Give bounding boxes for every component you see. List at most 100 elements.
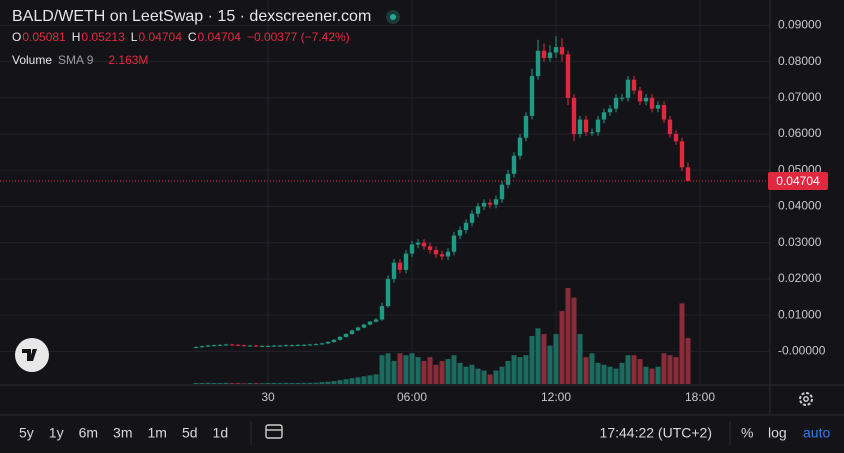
volume-bar — [265, 383, 271, 384]
range-button[interactable]: 3m — [113, 425, 132, 441]
tradingview-logo[interactable] — [15, 338, 49, 372]
volume-bar — [313, 382, 319, 384]
volume-bar — [193, 383, 199, 384]
volume-bar — [271, 383, 277, 384]
candle-body — [457, 230, 463, 236]
candle-body — [583, 119, 589, 133]
volume-bar — [679, 303, 685, 384]
range-button[interactable]: 1y — [49, 425, 64, 441]
grid — [0, 0, 770, 385]
candle-body — [475, 206, 481, 214]
candle-body — [325, 341, 331, 344]
volume-bar — [397, 353, 403, 384]
scale-option[interactable]: % — [741, 425, 753, 441]
candle-body — [505, 173, 511, 185]
volume-bar — [529, 336, 535, 384]
volume-bar — [637, 359, 643, 384]
y-tick-label: 0.08000 — [778, 54, 822, 68]
candle-body — [349, 330, 355, 335]
settings-button[interactable] — [799, 392, 813, 406]
compare-button[interactable] — [265, 424, 283, 439]
volume-bar — [295, 383, 301, 384]
candle-body — [409, 244, 415, 254]
ohlc-value: 0.05213 — [81, 30, 125, 44]
candle-body — [331, 339, 337, 342]
volume-bar — [403, 355, 409, 384]
volume-bar — [277, 383, 283, 384]
volume-bar — [223, 382, 229, 384]
chart-title: BALD/WETH on LeetSwap · 15 · dexscreener… — [12, 8, 371, 25]
candle-body — [337, 336, 343, 340]
volume-bar — [601, 364, 607, 384]
volume-bar — [301, 382, 307, 384]
candle-body — [523, 115, 529, 138]
candle-body — [481, 202, 487, 207]
volume-bar — [511, 355, 517, 384]
volume-bar — [439, 360, 445, 384]
range-button[interactable]: 1d — [213, 425, 229, 441]
volume-bar — [319, 382, 325, 384]
volume-bar — [421, 360, 427, 384]
candle-body — [589, 132, 595, 134]
volume-bar — [613, 368, 619, 384]
range-button[interactable]: 1m — [148, 425, 167, 441]
volume-bar — [565, 288, 571, 384]
candle-body — [427, 246, 433, 250]
volume-pane — [193, 288, 691, 384]
volume-bar — [469, 364, 475, 384]
scale-option[interactable]: auto — [803, 425, 830, 441]
ohlc-value: 0.05081 — [22, 30, 66, 44]
range-button[interactable]: 5d — [182, 425, 198, 441]
candle-body — [463, 222, 469, 231]
volume-bar — [415, 357, 421, 384]
x-tick-label: 12:00 — [541, 390, 571, 404]
candle-body — [535, 50, 541, 77]
candle-body — [643, 97, 649, 102]
candle-body — [607, 108, 613, 113]
ohlc-value: 0.04704 — [198, 30, 242, 44]
volume-bar — [547, 345, 553, 384]
gear-teeth — [799, 392, 813, 406]
volume-bar — [517, 357, 523, 384]
volume-bar — [391, 360, 397, 384]
candle-body — [679, 141, 685, 168]
volume-bar — [217, 383, 223, 384]
volume-bar — [667, 355, 673, 384]
candle-body — [373, 319, 379, 322]
ohlc-key: O — [12, 30, 21, 44]
volume-bar — [541, 334, 547, 384]
volume-bar — [337, 380, 343, 384]
scale-option[interactable]: log — [768, 425, 787, 441]
volume-bar — [445, 359, 451, 384]
candle-body — [499, 184, 505, 200]
volume-bar — [661, 353, 667, 384]
volume-bar — [229, 383, 235, 384]
volume-bar — [289, 383, 295, 384]
candle-body — [313, 344, 319, 346]
calendar-icon — [265, 424, 283, 439]
volume-bar — [649, 368, 655, 384]
range-button[interactable]: 5y — [19, 425, 34, 441]
volume-sma-value: 2.163M — [108, 53, 148, 67]
volume-bar — [349, 378, 355, 384]
volume-bar — [673, 357, 679, 384]
candle-body — [487, 202, 493, 205]
candle-body — [439, 254, 445, 257]
volume-bar — [481, 370, 487, 384]
volume-bar — [535, 328, 541, 384]
candle-body — [205, 345, 211, 347]
candle-body — [655, 105, 661, 109]
range-button[interactable]: 6m — [79, 425, 98, 441]
candles — [193, 36, 691, 349]
candle-body — [433, 249, 439, 255]
volume-label: Volume — [12, 53, 52, 67]
candle-body — [193, 347, 199, 349]
volume-bar — [589, 353, 595, 384]
last-price-box — [768, 171, 828, 190]
candle-body — [421, 242, 427, 247]
candle-body — [469, 213, 475, 223]
candle-body — [565, 54, 571, 98]
volume-sma-label: SMA 9 — [58, 53, 94, 67]
